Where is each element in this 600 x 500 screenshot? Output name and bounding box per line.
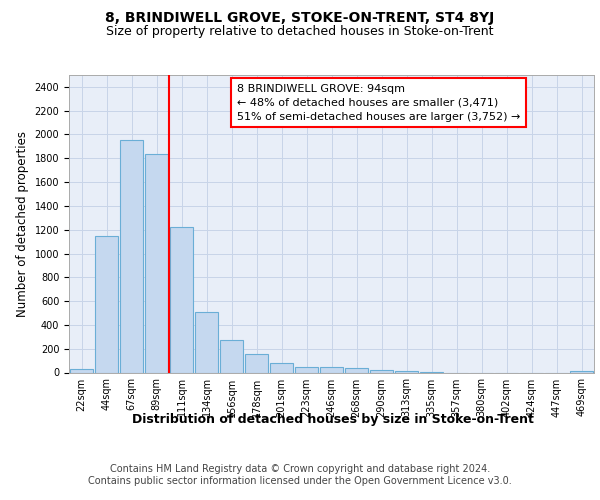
Text: 8, BRINDIWELL GROVE, STOKE-ON-TRENT, ST4 8YJ: 8, BRINDIWELL GROVE, STOKE-ON-TRENT, ST4… bbox=[106, 11, 494, 25]
Bar bbox=[145, 154, 168, 372]
Bar bbox=[270, 363, 293, 372]
Bar bbox=[195, 312, 218, 372]
Text: 8 BRINDIWELL GROVE: 94sqm
← 48% of detached houses are smaller (3,471)
51% of se: 8 BRINDIWELL GROVE: 94sqm ← 48% of detac… bbox=[237, 84, 520, 122]
Bar bbox=[245, 354, 268, 372]
Bar bbox=[295, 366, 318, 372]
Bar bbox=[320, 367, 343, 372]
Text: Contains HM Land Registry data © Crown copyright and database right 2024.: Contains HM Land Registry data © Crown c… bbox=[110, 464, 490, 474]
Bar bbox=[220, 340, 243, 372]
Bar bbox=[395, 370, 418, 372]
Bar bbox=[70, 369, 93, 372]
Text: Distribution of detached houses by size in Stoke-on-Trent: Distribution of detached houses by size … bbox=[132, 412, 534, 426]
Bar bbox=[370, 370, 393, 372]
Bar bbox=[170, 228, 193, 372]
Bar bbox=[345, 368, 368, 372]
Text: Contains public sector information licensed under the Open Government Licence v3: Contains public sector information licen… bbox=[88, 476, 512, 486]
Bar bbox=[95, 236, 118, 372]
Text: Size of property relative to detached houses in Stoke-on-Trent: Size of property relative to detached ho… bbox=[106, 25, 494, 38]
Bar bbox=[570, 370, 593, 372]
Y-axis label: Number of detached properties: Number of detached properties bbox=[16, 130, 29, 317]
Bar bbox=[120, 140, 143, 372]
